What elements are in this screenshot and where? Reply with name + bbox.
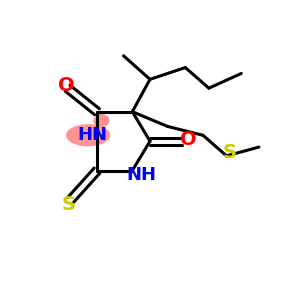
Text: S: S [62,195,76,214]
Text: O: O [180,130,196,149]
Ellipse shape [93,114,110,127]
Ellipse shape [66,124,110,146]
Text: HN: HN [78,126,108,144]
Text: O: O [58,76,74,95]
Text: S: S [223,143,236,162]
Text: NH: NH [126,166,156,184]
